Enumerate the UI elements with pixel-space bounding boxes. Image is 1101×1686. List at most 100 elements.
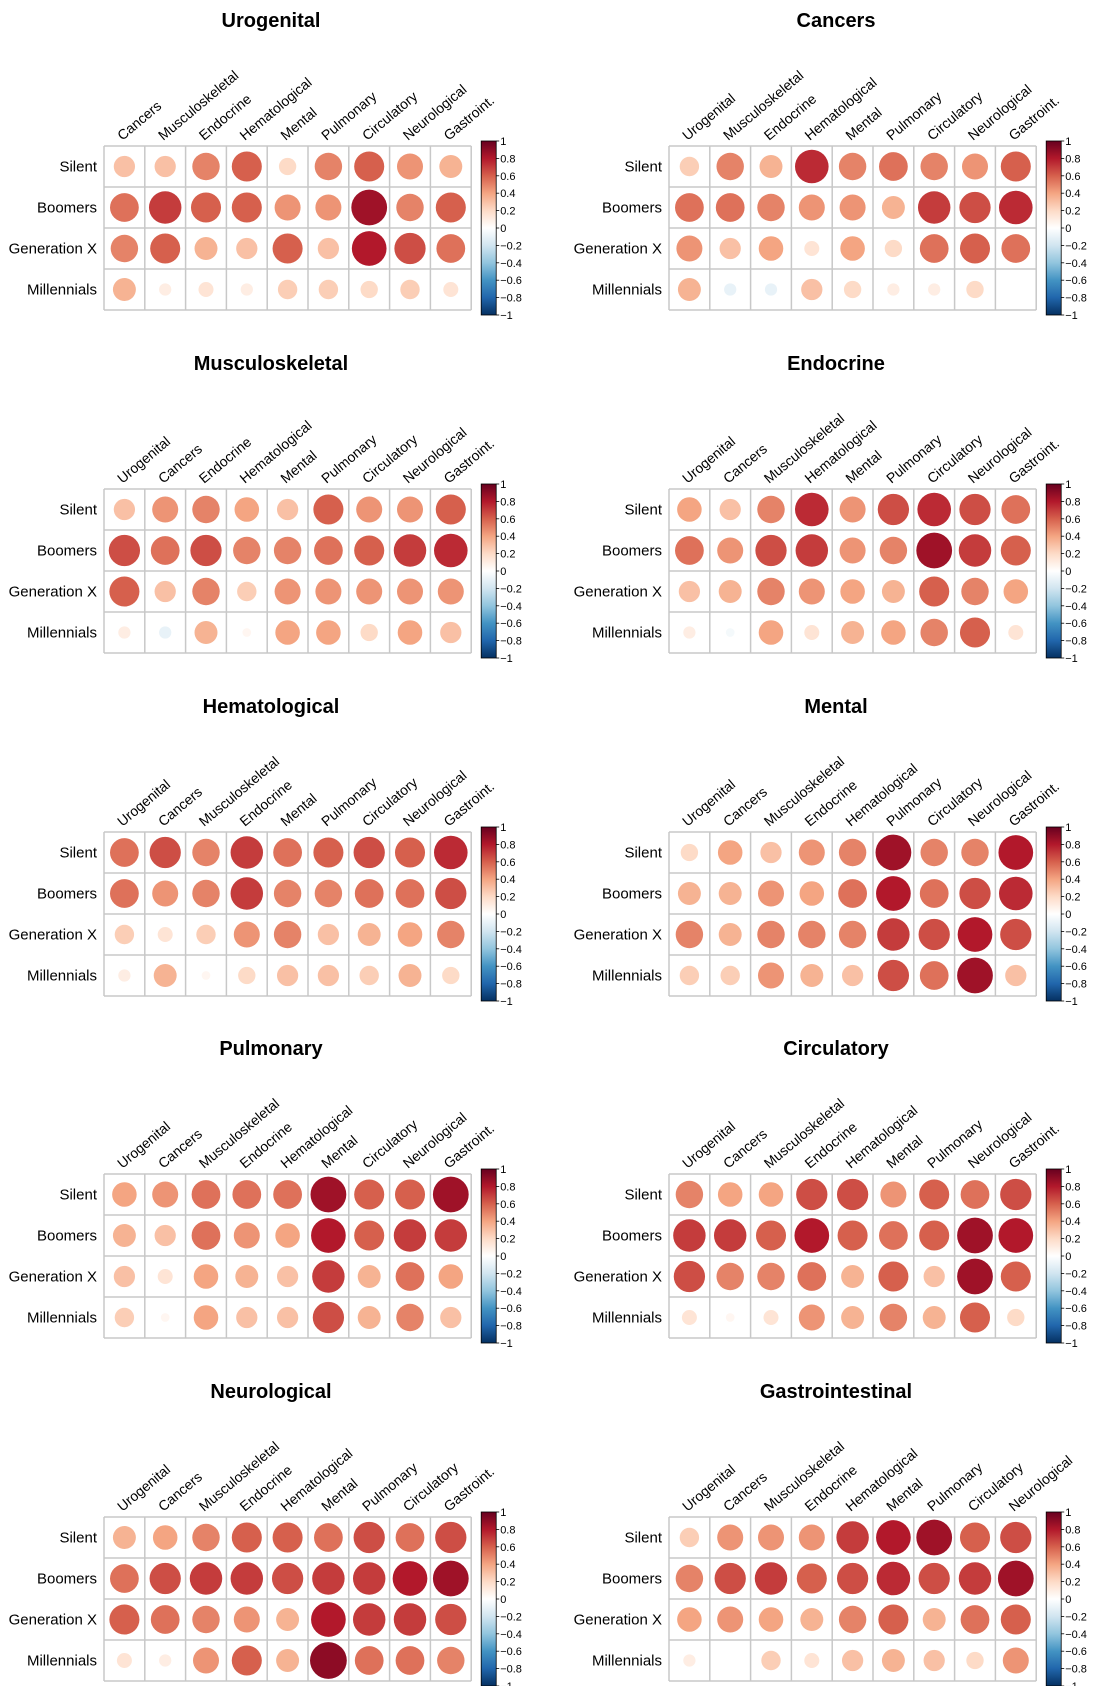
row-label: Boomers	[37, 543, 97, 560]
colorbar-tick-label: 0	[500, 1594, 506, 1606]
row-label: Millennials	[27, 282, 97, 299]
correlation-circle	[278, 157, 297, 176]
correlation-circle	[311, 1602, 346, 1637]
correlation-circle	[966, 1651, 984, 1670]
correlation-circle	[717, 537, 744, 564]
correlation-circle	[434, 1219, 468, 1252]
correlation-circle	[959, 1302, 991, 1333]
correlation-circle	[798, 194, 825, 221]
correlation-circle	[884, 239, 903, 258]
correlation-circle	[759, 155, 783, 178]
correlation-circle	[958, 534, 992, 567]
correlation-circle	[198, 281, 214, 298]
row-label: Generation X	[574, 1269, 662, 1286]
correlation-circle	[432, 1560, 469, 1597]
correlation-circle	[959, 233, 991, 264]
colorbar-tick-label: 0.2	[1065, 549, 1080, 561]
correlation-circle	[1001, 495, 1031, 524]
correlation-circle	[435, 877, 467, 910]
correlation-circle	[159, 626, 172, 639]
correlation-circle	[398, 964, 422, 987]
colorbar	[480, 1511, 497, 1686]
colorbar-tick-label: −0.6	[500, 1646, 522, 1658]
colorbar-tick-label: 0.2	[1065, 892, 1080, 904]
colorbar-tick-label: 0.2	[500, 1577, 515, 1589]
panel-title: Mental	[804, 696, 867, 718]
correlation-circle	[273, 879, 302, 908]
correlation-circle	[273, 838, 302, 867]
correlation-circle	[437, 1646, 465, 1675]
correlation-circle	[274, 194, 301, 221]
correlation-circle	[758, 236, 784, 261]
correlation-circle	[1000, 1604, 1031, 1635]
correlation-circle	[676, 235, 703, 262]
correlation-circle	[919, 961, 949, 990]
colorbar-tick-label: 1	[500, 1164, 506, 1176]
colorbar-tick-label: 0.6	[1065, 171, 1080, 183]
panel-title: Neurological	[210, 1381, 331, 1403]
row-label: Boomers	[37, 886, 97, 903]
correlation-circle	[919, 576, 950, 607]
row-label: Boomers	[602, 886, 662, 903]
correlation-circle	[1007, 1308, 1025, 1327]
row-label: Generation X	[9, 1269, 97, 1286]
correlation-circle	[353, 1521, 385, 1554]
correlation-circle	[351, 189, 388, 226]
row-label: Silent	[59, 1530, 97, 1547]
correlation-circle	[149, 1562, 181, 1595]
correlation-circle	[352, 1603, 386, 1636]
row-label: Generation X	[574, 584, 662, 601]
correlation-circle	[716, 152, 744, 181]
colorbar-tick-label: −0.2	[500, 240, 522, 252]
correlation-circle	[959, 191, 991, 224]
correlation-circle	[876, 1520, 911, 1555]
correlation-circle	[763, 1309, 779, 1326]
correlation-circle	[112, 1182, 137, 1207]
correlation-circle	[272, 233, 303, 264]
colorbar-tick-label: −0.2	[500, 1611, 522, 1623]
colorbar	[1045, 1168, 1062, 1344]
colorbar-tick-label: −0.4	[1065, 944, 1087, 956]
correlation-circle	[192, 1647, 220, 1674]
row-label: Silent	[624, 1187, 662, 1204]
colorbar-tick-label: 0.2	[500, 206, 515, 218]
correlation-circle	[231, 151, 262, 182]
colorbar-tick-label: −0.4	[1065, 1286, 1087, 1298]
correlation-circle	[190, 534, 222, 567]
colorbar-tick-label: −0.4	[500, 1286, 522, 1298]
panel-title: Hematological	[203, 696, 340, 718]
correlation-circle	[922, 1306, 946, 1329]
correlation-circle	[230, 877, 264, 910]
correlation-circle	[879, 152, 908, 181]
correlation-circle	[395, 1523, 425, 1552]
colorbar-tick-label: 0.2	[1065, 1234, 1080, 1246]
colorbar-tick-label: 0	[500, 223, 506, 235]
correlation-circle	[795, 534, 829, 567]
correlation-circle	[394, 1179, 426, 1210]
correlation-circle	[110, 838, 139, 867]
correlation-circle	[838, 1605, 867, 1634]
correlation-circle	[314, 879, 343, 908]
correlation-circle	[230, 836, 264, 869]
correlation-circle	[725, 628, 735, 637]
correlation-circle	[153, 964, 177, 987]
colorbar-tick-label: −1	[500, 996, 513, 1008]
correlation-circle	[961, 838, 989, 867]
correlation-circle	[838, 838, 867, 867]
correlation-circle	[276, 1306, 299, 1329]
correlation-circle	[798, 839, 825, 866]
row-label: Millennials	[592, 625, 662, 642]
correlation-circle	[960, 1605, 990, 1634]
correlation-circle	[192, 879, 220, 908]
correlation-circle	[191, 1180, 221, 1209]
correlation-circle	[1005, 964, 1027, 987]
correlation-circle	[314, 536, 343, 565]
column-label: Cancers	[114, 98, 164, 144]
correlation-circle	[231, 192, 262, 223]
colorbar-tick-label: −0.6	[1065, 1646, 1087, 1658]
correlation-circle	[114, 1307, 135, 1328]
correlation-circle	[677, 882, 701, 905]
correlation-circle	[877, 918, 910, 951]
colorbar-tick-label: 0.2	[500, 549, 515, 561]
